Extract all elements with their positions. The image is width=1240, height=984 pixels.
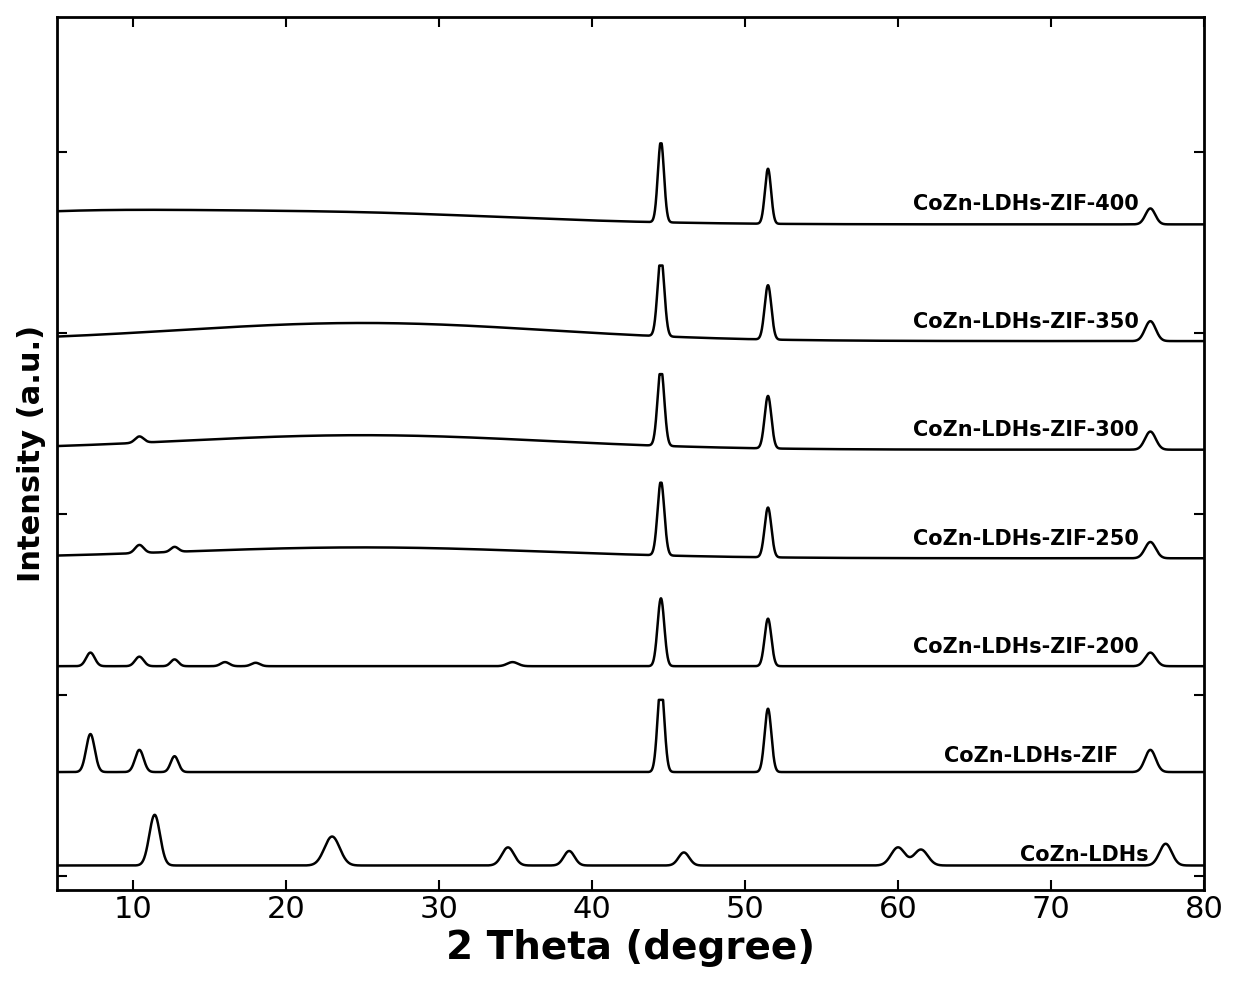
Text: CoZn-LDHs: CoZn-LDHs (1021, 845, 1149, 866)
Text: CoZn-LDHs-ZIF: CoZn-LDHs-ZIF (944, 746, 1118, 766)
Y-axis label: Intensity (a.u.): Intensity (a.u.) (16, 325, 46, 582)
Text: CoZn-LDHs-ZIF-400: CoZn-LDHs-ZIF-400 (914, 194, 1140, 214)
Text: CoZn-LDHs-ZIF-350: CoZn-LDHs-ZIF-350 (914, 312, 1140, 332)
X-axis label: 2 Theta (degree): 2 Theta (degree) (445, 929, 815, 967)
Text: CoZn-LDHs-ZIF-250: CoZn-LDHs-ZIF-250 (914, 528, 1140, 549)
Text: CoZn-LDHs-ZIF-200: CoZn-LDHs-ZIF-200 (914, 638, 1140, 657)
Text: CoZn-LDHs-ZIF-300: CoZn-LDHs-ZIF-300 (914, 420, 1140, 440)
